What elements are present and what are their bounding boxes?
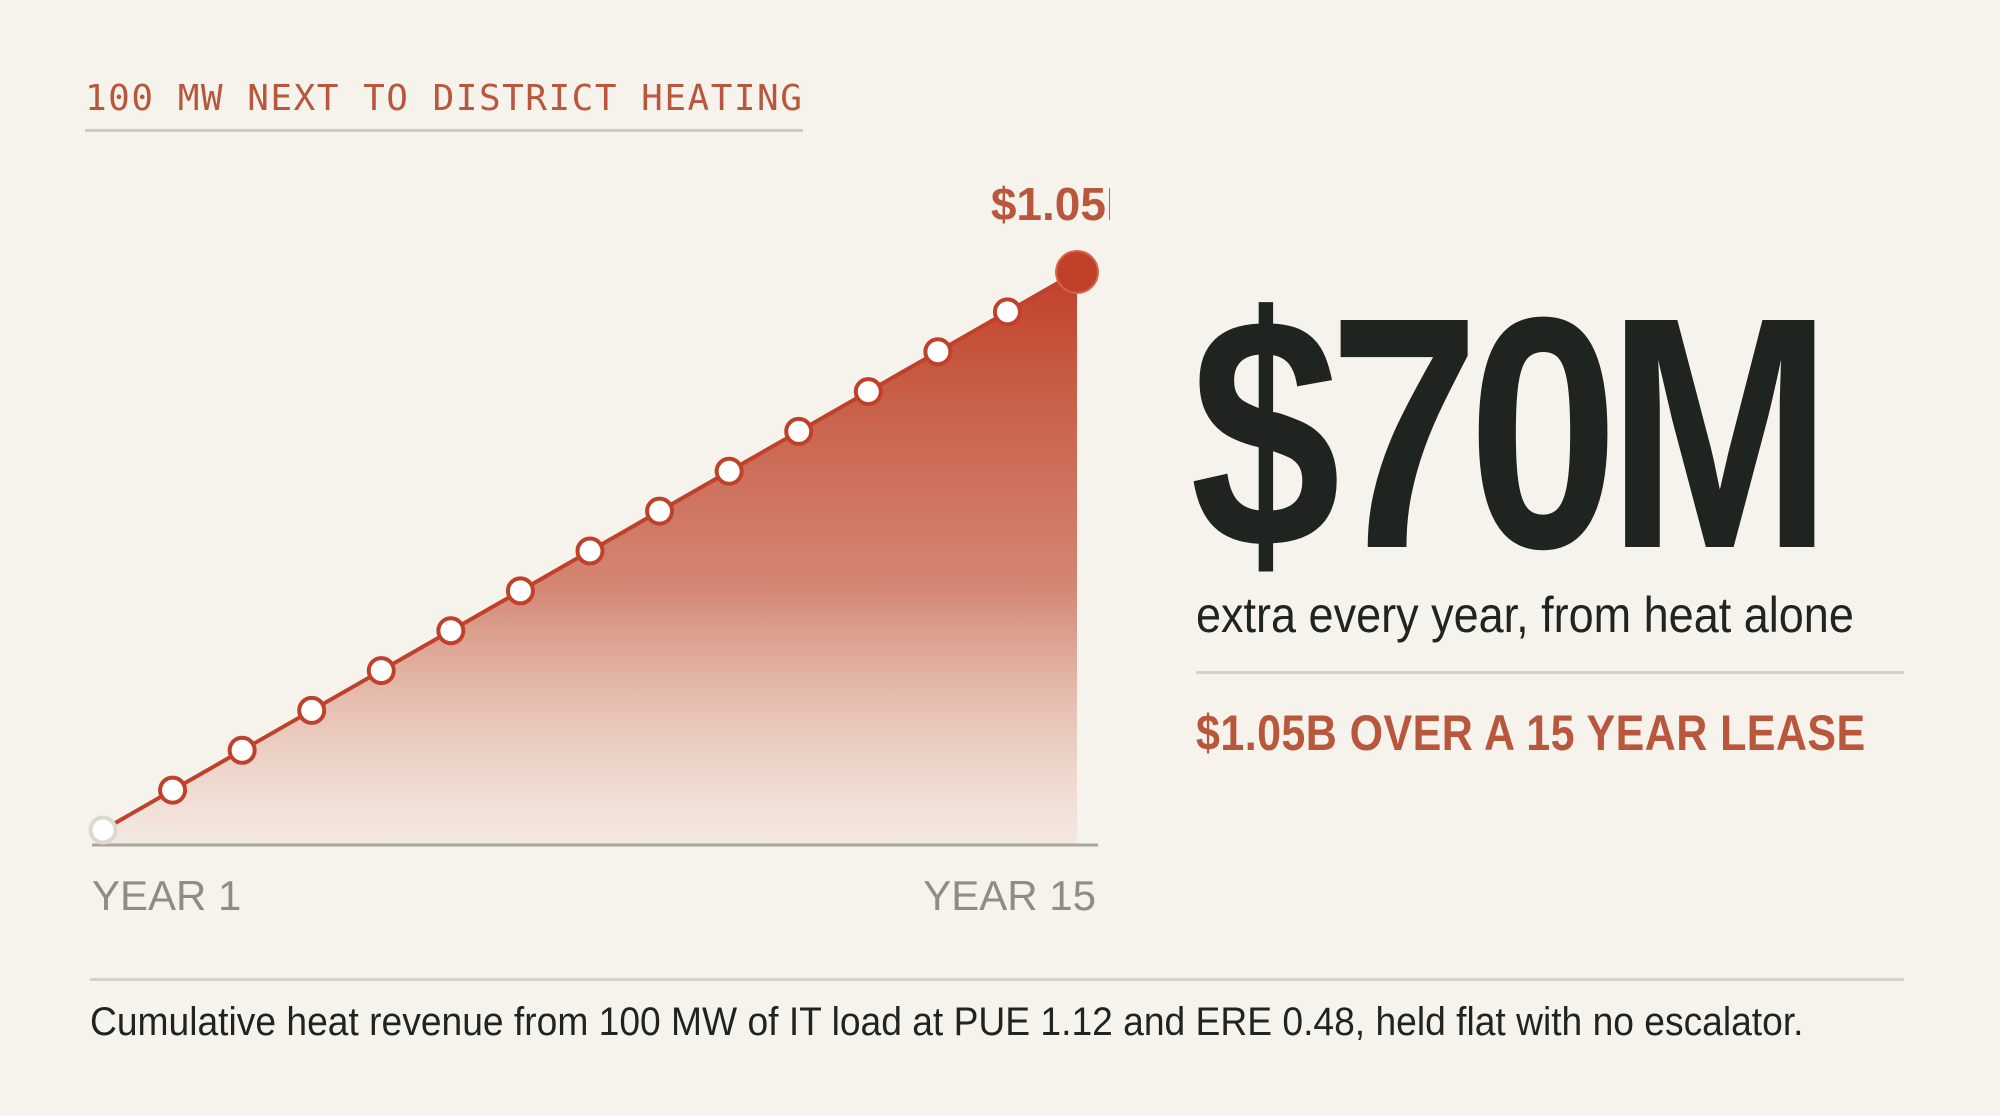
data-point — [784, 416, 814, 446]
x-tick-label: YEAR 1 — [92, 872, 241, 919]
data-point — [575, 536, 605, 566]
x-tick-label: YEAR 15 — [923, 872, 1096, 919]
data-point — [227, 735, 257, 765]
data-points — [88, 250, 1099, 845]
data-point — [714, 456, 744, 486]
chart-kicker: 100 MW NEXT TO DISTRICT HEATING — [85, 78, 804, 132]
data-point — [645, 496, 675, 526]
end-value-label: $1.05B — [991, 178, 1110, 230]
data-point — [505, 576, 535, 606]
data-point — [366, 656, 396, 686]
data-point — [923, 337, 953, 367]
chart-caption: Cumulative heat revenue from 100 MW of I… — [90, 1000, 1804, 1044]
headline-subtitle: extra every year, from heat alone — [1196, 587, 1854, 643]
headline-value: $70M — [1190, 248, 1832, 617]
data-point — [158, 775, 188, 805]
data-point — [992, 297, 1022, 327]
divider — [90, 978, 1904, 981]
data-point — [297, 695, 327, 725]
cumulative-revenue-chart: $1.05B YEAR 1 YEAR 15 — [88, 178, 1110, 919]
data-point — [436, 616, 466, 646]
data-point — [1055, 250, 1099, 294]
data-point — [853, 377, 883, 407]
divider — [1196, 671, 1904, 674]
lease-total: $1.05B OVER A 15 YEAR LEASE — [1196, 705, 1866, 761]
data-point — [88, 815, 118, 845]
